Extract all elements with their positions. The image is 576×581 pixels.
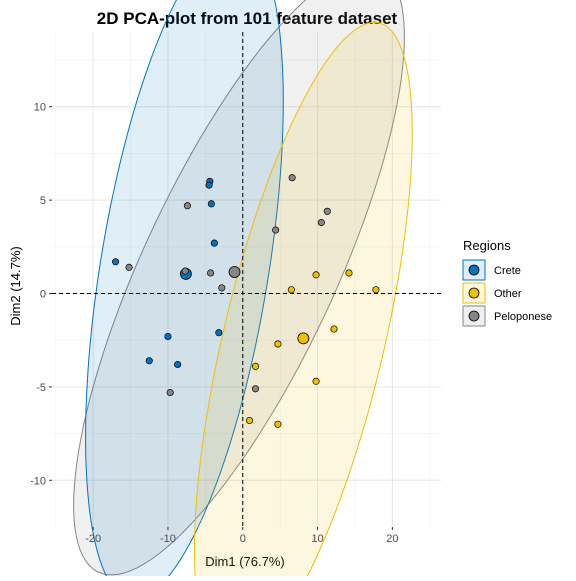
legend-title: Regions: [463, 238, 511, 253]
data-point-peloponese: [184, 203, 190, 209]
legend-label-crete: Crete: [494, 265, 521, 277]
data-point-peloponese: [272, 227, 278, 233]
data-point-other: [313, 272, 319, 278]
data-point-peloponese: [252, 386, 258, 392]
y-tick-label: 0: [40, 289, 46, 301]
data-point-crete: [216, 330, 222, 336]
data-point-other: [252, 363, 258, 369]
y-tick-label: -10: [30, 475, 46, 487]
data-point-peloponese: [207, 270, 213, 276]
data-point-other: [275, 341, 281, 347]
legend-marker-peloponese: [469, 311, 479, 321]
data-point-peloponese: [167, 389, 173, 395]
data-point-other: [331, 326, 337, 332]
x-tick-label: 20: [386, 533, 398, 545]
legend-marker-other: [469, 288, 479, 298]
data-point-other: [275, 421, 281, 427]
centroid-peloponese: [229, 267, 240, 278]
data-point-crete: [112, 259, 118, 265]
data-point-other: [313, 378, 319, 384]
legend-label-other: Other: [494, 288, 522, 300]
legend-label-peloponese: Peloponese: [494, 311, 552, 323]
data-point-other: [288, 287, 294, 293]
x-tick-label: -10: [160, 533, 176, 545]
data-point-crete: [174, 361, 180, 367]
y-tick-label: 5: [40, 195, 46, 207]
data-point-crete: [211, 240, 217, 246]
data-point-peloponese: [289, 174, 295, 180]
data-point-crete: [206, 182, 212, 188]
data-point-crete: [146, 358, 152, 364]
data-point-other: [246, 417, 252, 423]
y-tick-label: -5: [36, 382, 46, 394]
x-tick-label: 0: [240, 533, 246, 545]
legend-marker-crete: [469, 265, 479, 275]
data-point-crete: [208, 201, 214, 207]
data-point-peloponese: [219, 285, 225, 291]
centroid-other: [298, 333, 309, 344]
x-tick-label: -20: [85, 533, 101, 545]
data-point-peloponese: [318, 219, 324, 225]
y-axis-title: Dim2 (14.7%): [8, 246, 23, 325]
data-point-other: [373, 287, 379, 293]
data-point-other: [346, 270, 352, 276]
x-tick-label: 10: [311, 533, 323, 545]
data-point-peloponese: [324, 208, 330, 214]
data-point-peloponese: [182, 268, 188, 274]
data-point-peloponese: [126, 264, 132, 270]
y-tick-label: 10: [34, 102, 46, 114]
data-point-crete: [165, 333, 171, 339]
